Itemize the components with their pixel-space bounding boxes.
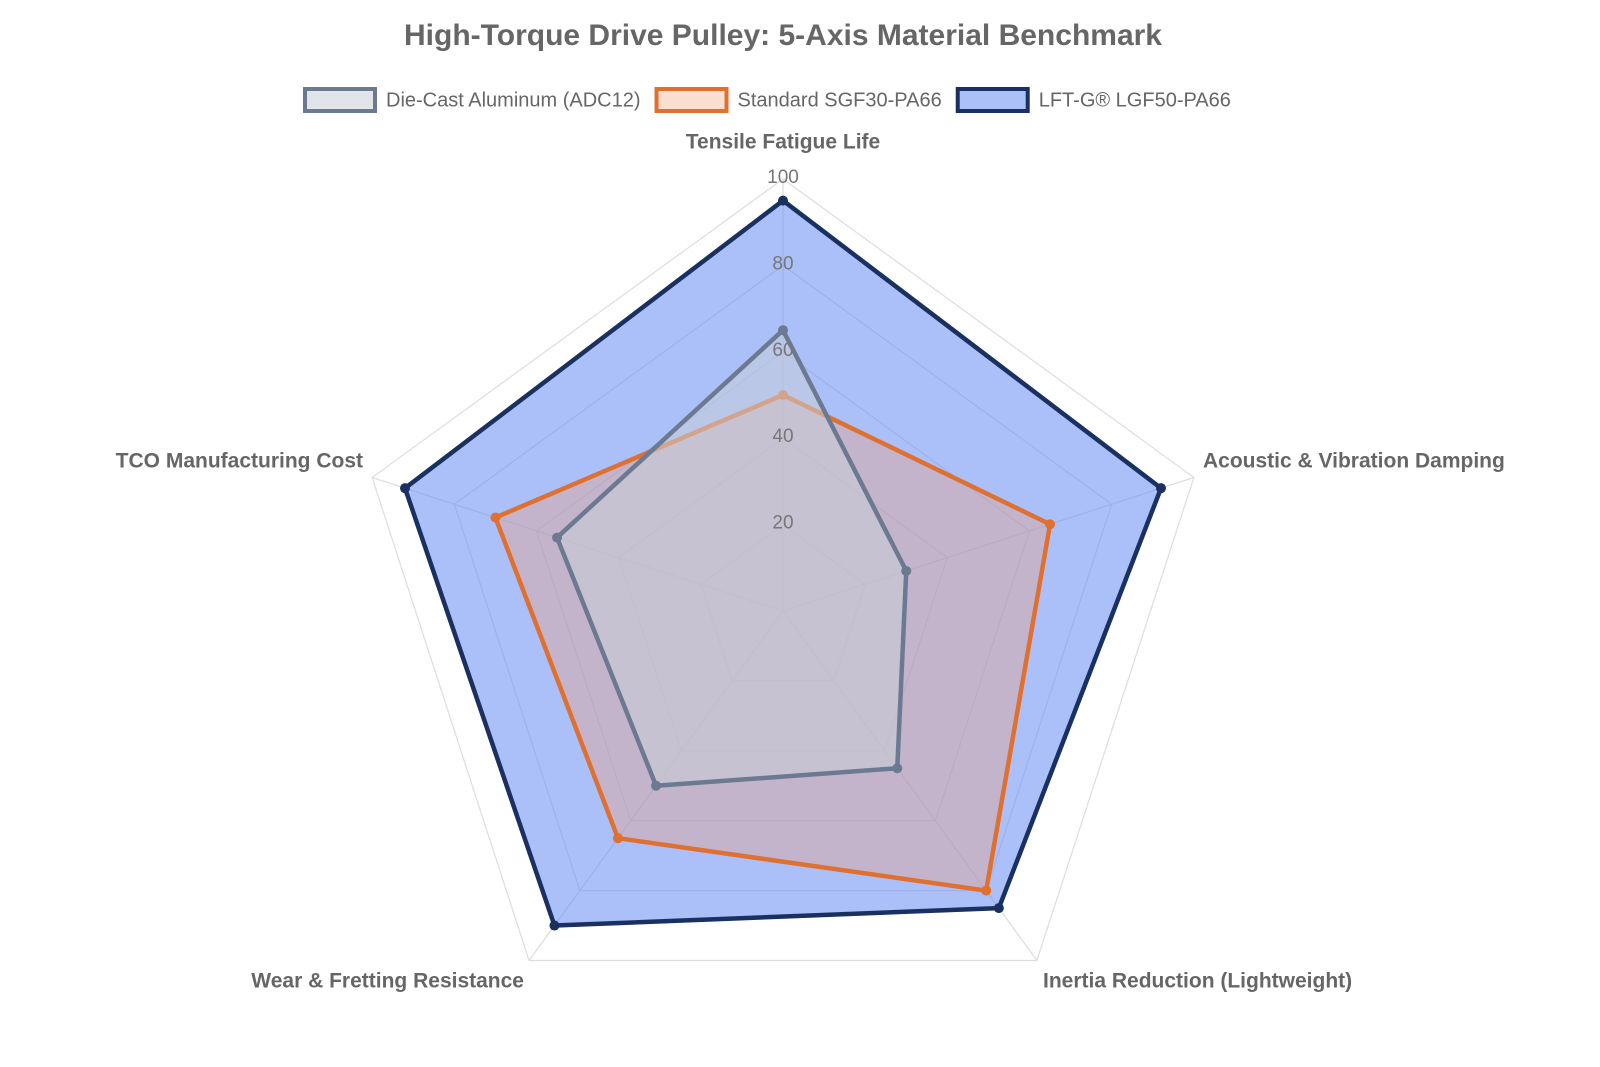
tick-label: 20 [772, 513, 793, 534]
data-point [901, 565, 912, 576]
data-point [1155, 483, 1166, 494]
data-point [612, 833, 623, 844]
data-point [993, 903, 1004, 914]
data-point [892, 763, 903, 774]
axis-label: Inertia Reduction (Lightweight) [1043, 970, 1352, 993]
tick-label: 80 [772, 253, 793, 274]
grid-line [371, 178, 1195, 962]
legend-label: Die-Cast Aluminum (ADC12) [386, 89, 641, 111]
data-point [778, 195, 788, 206]
data-point [778, 325, 788, 336]
data-point [981, 885, 992, 896]
data-point [549, 920, 560, 931]
tick-label: 60 [772, 340, 793, 361]
tick-label: 100 [767, 167, 799, 188]
legend-swatch [654, 87, 729, 113]
data-point [1045, 519, 1056, 530]
legend-swatch [955, 87, 1030, 113]
tick-label: 40 [772, 426, 793, 447]
axis-label: Tensile Fatigue Life [686, 131, 880, 154]
legend-label: Standard SGF30-PA66 [738, 89, 942, 111]
axis-label: Acoustic & Vibration Damping [1203, 450, 1505, 473]
data-point [651, 780, 662, 791]
axis-label: Wear & Fretting Resistance [251, 970, 524, 993]
legend-label: LFT-G® LGF50-PA66 [1039, 89, 1231, 111]
data-point [552, 532, 563, 543]
data-point [400, 483, 411, 494]
legend-swatch [303, 87, 377, 113]
series-area [554, 327, 909, 788]
data-point [490, 512, 501, 523]
axis-label: TCO Manufacturing Cost [116, 450, 363, 473]
chart-title: High-Torque Drive Pulley: 5-Axis Materia… [404, 19, 1162, 52]
